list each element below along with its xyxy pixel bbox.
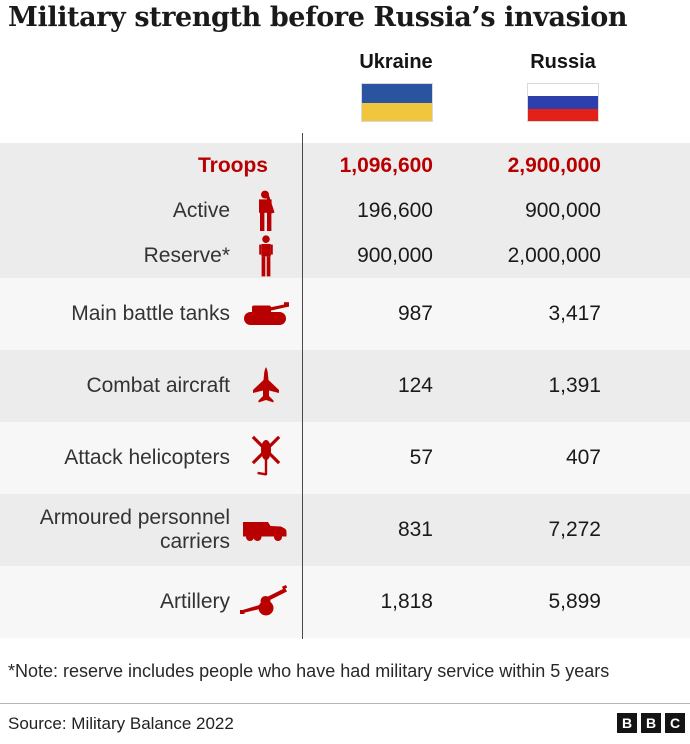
table-row-artillery: Artillery 1,818 5,899: [0, 566, 690, 638]
column-header-ukraine: Ukraine: [359, 51, 433, 73]
table-row-helicopters: Attack helicopters 57 407: [0, 422, 690, 494]
helicopter-icon: [230, 435, 302, 481]
value-ukraine: 831: [397, 518, 433, 541]
bbc-logo-letter: B: [641, 713, 661, 733]
row-label: Attack helicopters: [64, 446, 230, 470]
footer: Source: Military Balance 2022 B B C: [0, 703, 690, 744]
value-ukraine: 987: [397, 302, 433, 325]
soldier-icon: [230, 190, 302, 232]
row-label: Troops: [197, 153, 268, 177]
howitzer-icon: [230, 585, 302, 619]
value-russia: 1,391: [548, 374, 601, 397]
column-divider-line: [302, 133, 303, 639]
truck-icon: [230, 515, 302, 545]
person-icon: [230, 234, 302, 277]
page-title: Military strength before Russia’s invasi…: [8, 2, 628, 33]
row-label: Combat aircraft: [86, 374, 230, 398]
tank-icon: [230, 300, 302, 328]
row-label: Active: [172, 198, 230, 222]
table-row-active: Active 196,600 900,000: [0, 188, 690, 233]
table-row-aircraft: Combat aircraft 124 1,391: [0, 350, 690, 422]
row-label: Main battle tanks: [71, 302, 230, 326]
row-label: Armoured personnel carriers: [39, 506, 230, 553]
value-ukraine: 57: [409, 446, 433, 469]
table-row-apc: Armoured personnel carriers 831 7,272: [0, 494, 690, 566]
ukraine-flag-icon: [361, 83, 433, 122]
value-russia: 3,417: [548, 302, 601, 325]
value-ukraine: 124: [397, 374, 433, 397]
value-russia: 900,000: [525, 198, 601, 222]
value-russia: 407: [565, 446, 601, 469]
value-ukraine: 1,096,600: [339, 153, 433, 177]
value-ukraine: 900,000: [357, 243, 433, 267]
fighter-jet-icon: [230, 367, 302, 405]
value-ukraine: 196,600: [357, 198, 433, 222]
source-credit: Source: Military Balance 2022: [8, 714, 234, 733]
table-row-tanks: Main battle tanks 987 3,417: [0, 278, 690, 350]
footnote: *Note: reserve includes people who have …: [8, 660, 610, 681]
value-russia: 2,900,000: [507, 153, 601, 177]
bbc-logo: B B C: [617, 713, 685, 733]
row-label: Reserve*: [143, 243, 230, 267]
table-group-troops: Troops 1,096,600 2,900,000 Active 196,60…: [0, 143, 690, 278]
row-label: Artillery: [159, 590, 230, 614]
value-russia: 7,272: [548, 518, 601, 541]
data-table: Troops 1,096,600 2,900,000 Active 196,60…: [0, 143, 690, 638]
table-row-troops: Troops 1,096,600 2,900,000: [0, 143, 690, 188]
value-russia: 2,000,000: [507, 243, 601, 267]
russia-flag-icon: [527, 83, 599, 122]
bbc-logo-letter: C: [665, 713, 685, 733]
note-area: *Note: reserve includes people who have …: [0, 640, 690, 702]
value-russia: 5,899: [548, 590, 601, 613]
bbc-logo-letter: B: [617, 713, 637, 733]
value-ukraine: 1,818: [380, 590, 433, 613]
table-row-reserve: Reserve* 900,000 2,000,000: [0, 233, 690, 278]
column-header-russia: Russia: [530, 51, 596, 73]
